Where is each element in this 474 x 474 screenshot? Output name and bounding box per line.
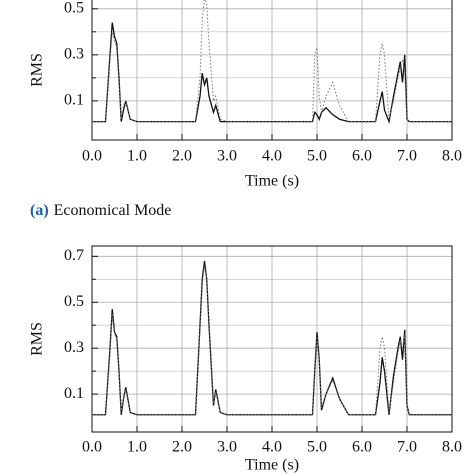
plot-frame (91, 245, 453, 433)
x-tick-label: 8.0 (442, 148, 462, 165)
y-tick-label: 0.1 (64, 385, 84, 402)
x-tick-label: 3.0 (217, 148, 237, 165)
series-line (92, 265, 452, 416)
y-tick-label: 0.1 (64, 92, 84, 109)
x-tick-label: 3.0 (217, 439, 237, 456)
x-tick-label: 5.0 (307, 148, 327, 165)
x-tick-label: 2.0 (172, 148, 192, 165)
series-line (92, 0, 452, 123)
x-tick-label: 1.0 (127, 439, 147, 456)
x-tick-label: 4.0 (262, 148, 282, 165)
x-axis-label: Time (s) (245, 173, 299, 190)
x-axis-label: Time (s) (245, 457, 299, 474)
x-tick-label: 6.0 (352, 148, 372, 165)
caption-text: Economical Mode (54, 202, 172, 219)
plot-frame (91, 0, 453, 141)
x-tick-label: 1.0 (127, 148, 147, 165)
x-tick-label: 4.0 (262, 439, 282, 456)
x-tick-label: 7.0 (397, 439, 417, 456)
x-tick-label: 2.0 (172, 439, 192, 456)
x-tick-label: 8.0 (442, 439, 462, 456)
y-tick-label: 0.3 (64, 46, 84, 63)
caption: (a) Economical Mode (30, 202, 171, 219)
x-tick-label: 5.0 (307, 439, 327, 456)
y-axis-label: RMS (29, 322, 46, 356)
x-tick-label: 0.0 (82, 439, 102, 456)
x-tick-label: 0.0 (82, 148, 102, 165)
y-tick-label: 0.5 (64, 293, 84, 310)
y-axis-label: RMS (29, 53, 46, 87)
x-tick-label: 6.0 (352, 439, 372, 456)
y-tick-label: 0.5 (64, 0, 84, 16)
caption-label: (a) (30, 202, 49, 219)
y-tick-label: 0.3 (64, 339, 84, 356)
y-tick-label: 0.7 (64, 247, 84, 264)
x-tick-label: 7.0 (397, 148, 417, 165)
